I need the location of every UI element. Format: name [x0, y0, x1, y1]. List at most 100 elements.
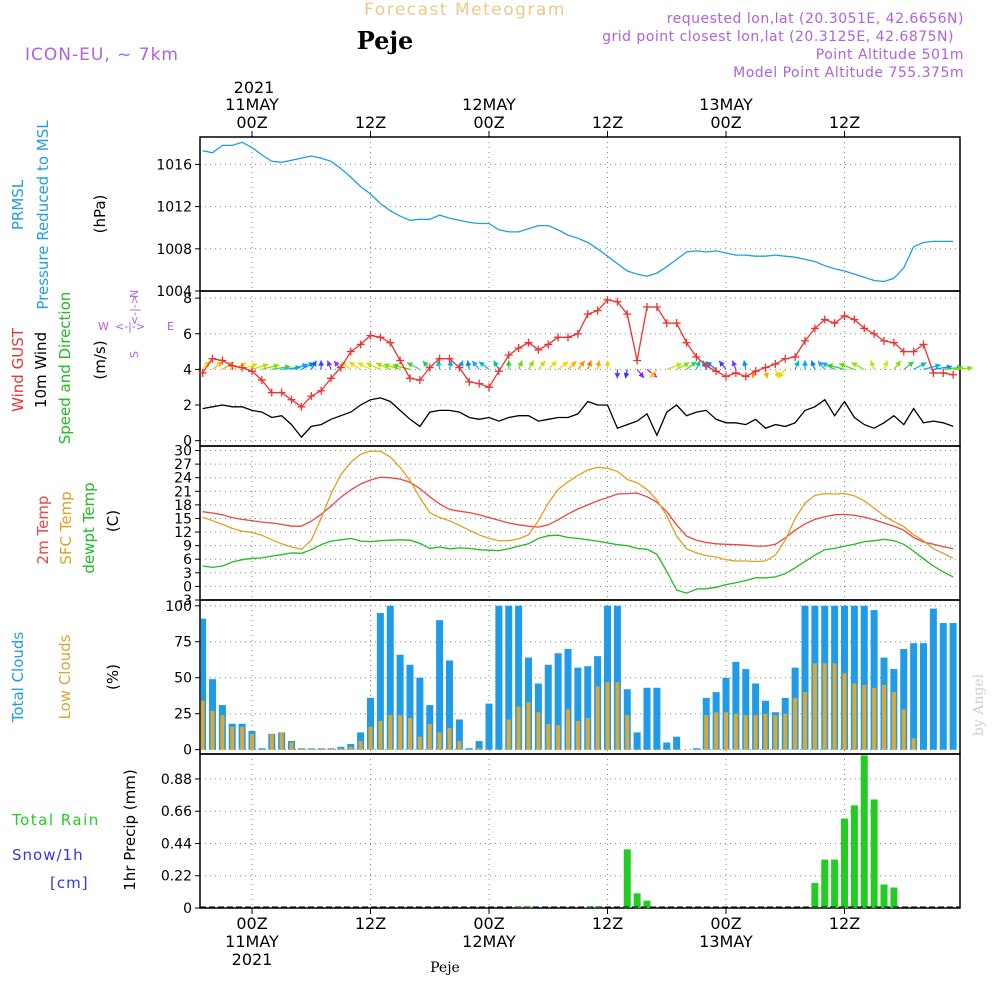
ytick-label-wind-2: 4 [183, 362, 192, 378]
gust-marker-5 [248, 367, 256, 376]
gust-marker-2 [218, 356, 227, 365]
dewpt-line [202, 534, 954, 594]
model-label: ICON-EU, ~ 7km [25, 45, 179, 65]
wind-arrow-head-43 [623, 372, 630, 379]
wind-arrow-head-31 [505, 360, 512, 366]
top-hour-label-5: 12Z [829, 113, 860, 132]
wind-arrow-59 [777, 369, 786, 379]
total-cloud-bar-48 [673, 736, 681, 750]
wind-arrow-head-50 [695, 360, 701, 367]
requested-coords: requested lon,lat (20.3051E, 42.6656N) [667, 11, 964, 27]
wind-arrow-38 [577, 360, 586, 370]
gust-marker-42 [613, 297, 622, 306]
gust-marker-45 [643, 303, 651, 312]
total-cloud-bar-24 [436, 620, 444, 750]
low-cloud-bar-52 [714, 712, 719, 750]
compass-vertical: <-|-> [128, 295, 141, 325]
low-cloud-bar-36 [556, 725, 561, 750]
low-cloud-bar-21 [408, 718, 412, 750]
gust-marker-31 [504, 351, 513, 360]
wind-arrow-head-62 [810, 360, 817, 367]
total-cloud-bar-50 [692, 748, 700, 750]
wind-arrow-58 [774, 369, 780, 379]
rain-bar-66 [850, 805, 858, 908]
bottom-time-label-4-1: 13MAY [699, 932, 753, 951]
ytick-label-temperature-4: 9 [183, 539, 192, 555]
total-cloud-bar-41 [604, 605, 611, 750]
wind-label-gust: Wind GUST [9, 327, 27, 412]
low-cloud-bar-25 [447, 728, 452, 750]
compass-arrows: <-|-> [115, 320, 145, 333]
total-cloud-bar-6 [258, 748, 266, 750]
wind-arrow-head-25 [447, 360, 454, 367]
low-cloud-bar-37 [566, 709, 570, 750]
wind10m-line [202, 397, 954, 439]
gust-marker-41 [603, 295, 612, 304]
total-cloud-bar-20 [396, 654, 404, 750]
wind-arrow-head-76 [967, 365, 973, 372]
wind-arrow-head-52 [706, 361, 713, 368]
wind-arrow-9 [291, 363, 309, 370]
low-cloud-bar-68 [872, 687, 877, 750]
gust-marker-4 [238, 363, 247, 372]
low-cloud-bar-67 [862, 684, 867, 750]
gust-marker-8 [277, 388, 286, 397]
ytick-label-temperature-9: 24 [174, 471, 192, 487]
wind-arrow-50 [695, 360, 701, 370]
wind-arrow-head-1 [216, 361, 223, 368]
ytick-label-precip-4: 0.88 [161, 772, 192, 788]
gust-marker-71 [899, 347, 908, 356]
total-cloud-bar-72 [910, 643, 918, 750]
wind-arrow-55 [742, 360, 748, 370]
total-cloud-bar-67 [860, 605, 868, 750]
temp-label-unit: (C) [104, 510, 122, 532]
wind-arrow-67 [851, 361, 865, 370]
gust-marker-52 [712, 367, 721, 376]
wind-arrow-68 [869, 360, 876, 370]
wind-arrow-head-6 [273, 363, 280, 369]
bottom-time-label-0-0: 00Z [236, 914, 267, 933]
wind-arrow-head-71 [907, 361, 914, 368]
temp-label-2m: 2m Temp [34, 496, 52, 565]
watermark: by Angel [971, 673, 987, 736]
low-cloud-bar-2 [220, 715, 225, 750]
wind-arrow-1 [212, 361, 223, 370]
wind-arrow-41 [604, 360, 611, 370]
wind-arrow-48 [676, 361, 690, 370]
gust-marker-40 [593, 306, 602, 315]
wind-arrow-49 [686, 361, 697, 370]
gust-marker-60 [791, 352, 800, 361]
gust-marker-22 [415, 376, 424, 385]
ytick-label-wind-4: 8 [183, 291, 192, 307]
gust-marker-28 [475, 379, 484, 388]
wind-arrow-head-36 [562, 361, 569, 368]
ytick-label-temperature-5: 12 [174, 525, 192, 541]
gust-marker-21 [406, 374, 414, 383]
low-cloud-bar-24 [437, 732, 442, 750]
frame-wind [199, 290, 961, 447]
gust-marker-57 [761, 363, 770, 372]
wind-arrow-15 [340, 361, 352, 370]
total-cloud-bar-61 [801, 605, 809, 750]
compass-south: S [128, 351, 141, 358]
gust-marker-70 [889, 338, 898, 347]
gust-marker-66 [850, 315, 859, 324]
total-cloud-bar-47 [663, 742, 671, 750]
wind-arrow-head-53 [719, 360, 725, 367]
total-cloud-bar-19 [386, 605, 394, 750]
low-cloud-bar-12 [319, 748, 324, 750]
total-cloud-bar-75 [939, 623, 947, 750]
wind-arrow-head-34 [539, 360, 546, 367]
low-cloud-bar-42 [615, 682, 620, 750]
gust-marker-58 [771, 360, 780, 369]
low-cloud-bar-63 [822, 663, 827, 750]
ytick-label-clouds-0: 0 [183, 743, 192, 759]
wind-arrow-62 [810, 360, 817, 370]
wind-arrow-54 [731, 360, 738, 370]
total-cloud-bar-66 [850, 605, 858, 750]
ytick-label-clouds-3: 75 [174, 635, 192, 651]
gust-marker-50 [692, 352, 701, 361]
bottom-time-label-2-1: 12MAY [462, 932, 516, 951]
rain-bar-69 [880, 884, 888, 908]
gust-marker-23 [425, 363, 434, 372]
